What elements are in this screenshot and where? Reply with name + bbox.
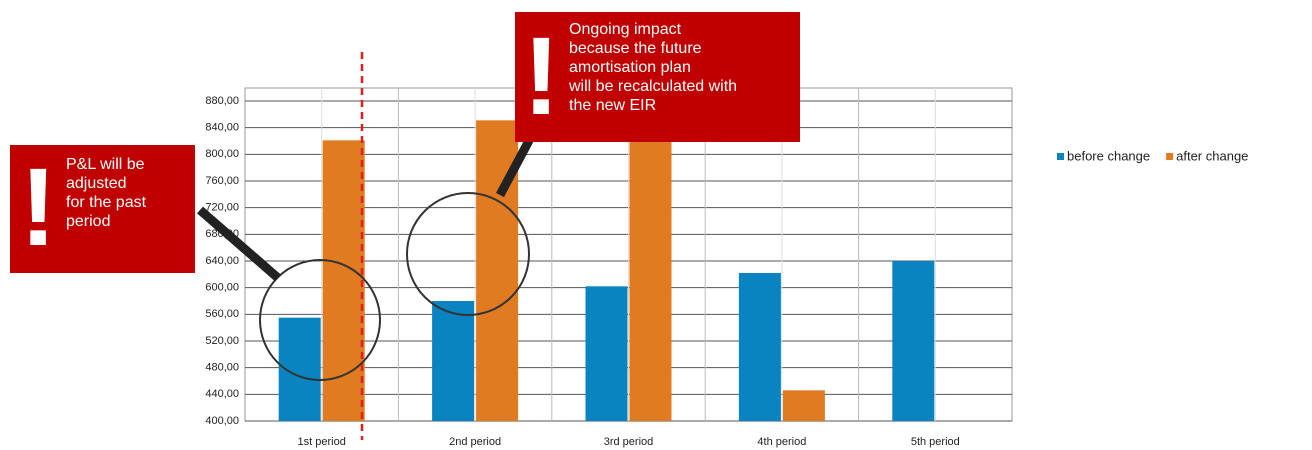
y-tick-label: 800,00 <box>205 148 239 160</box>
y-tick-label: 520,00 <box>205 335 239 347</box>
x-tick-label: 1st period <box>298 436 346 448</box>
annotation-line: for the past <box>66 194 147 211</box>
bar <box>782 390 825 421</box>
legend-swatch <box>1166 153 1174 160</box>
legend-swatch <box>1057 153 1064 160</box>
annotation-line: Ongoing impact <box>569 21 682 38</box>
y-tick-label: 880,00 <box>205 95 239 107</box>
x-tick-label: 5th period <box>911 436 960 448</box>
y-tick-label: 480,00 <box>205 362 239 374</box>
x-tick-label: 4th period <box>757 436 806 448</box>
y-tick-label: 400,00 <box>205 415 239 427</box>
annotation-line: because the future <box>569 40 702 57</box>
y-tick-label: 440,00 <box>205 388 239 400</box>
legend-label: before change <box>1067 148 1150 163</box>
annotation-line: period <box>66 213 111 230</box>
y-tick-label: 720,00 <box>205 202 239 214</box>
bar <box>892 261 935 421</box>
bar <box>738 273 781 421</box>
bar <box>432 301 475 421</box>
annotation-line: adjusted <box>66 175 127 192</box>
y-tick-label: 760,00 <box>205 175 239 187</box>
exclamation: ! <box>523 15 560 138</box>
annotation-line: the new EIR <box>569 97 657 114</box>
x-tick-label: 2nd period <box>449 436 501 448</box>
bar <box>629 114 672 421</box>
y-tick-label: 680,00 <box>205 228 239 240</box>
annotation-line: will be recalculated with <box>569 78 738 95</box>
bar <box>585 286 628 421</box>
annotation-line: P&L will be <box>66 156 145 173</box>
x-tick-label: 3rd period <box>604 436 654 448</box>
y-tick-label: 640,00 <box>205 255 239 267</box>
y-tick-label: 600,00 <box>205 282 239 294</box>
bar <box>322 140 365 422</box>
y-tick-label: 840,00 <box>205 122 239 134</box>
callout: ! P&L will be adjusted for the past period <box>10 145 195 273</box>
y-tick-label: 560,00 <box>205 308 239 320</box>
annotation-line: amortisation plan <box>569 59 691 76</box>
exclamation: ! <box>20 146 57 269</box>
legend-label: after change <box>1176 148 1248 163</box>
callout: ! Ongoing impact because the future amorti… <box>515 12 800 142</box>
